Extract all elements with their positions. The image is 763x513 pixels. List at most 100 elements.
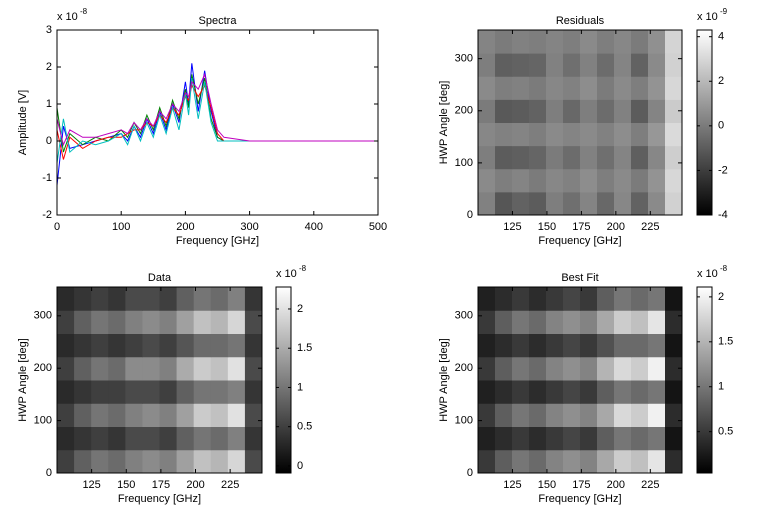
- x-axis-label: Frequency [GHz]: [538, 493, 621, 505]
- heat-cell: [631, 168, 649, 193]
- heat-cell: [159, 287, 178, 311]
- heat-cell: [563, 191, 581, 216]
- heat-cell: [57, 310, 75, 334]
- heat-cell: [57, 449, 75, 474]
- heat-cell: [563, 145, 581, 170]
- colorbar-tick-label: 1.5: [297, 342, 312, 354]
- heat-cell: [529, 99, 547, 123]
- colorbar: [696, 29, 713, 216]
- heat-cell: [648, 449, 666, 474]
- heat-cell: [176, 426, 195, 451]
- heat-cell: [512, 76, 530, 100]
- heat-cell: [665, 310, 683, 334]
- heat-cell: [614, 333, 632, 358]
- x-tick-label: 100: [112, 221, 130, 233]
- x-tick-label: 125: [503, 221, 521, 233]
- heat-cell: [512, 426, 530, 451]
- heat-cell: [512, 191, 530, 216]
- heat-cell: [74, 356, 92, 381]
- heat-cell: [495, 122, 513, 147]
- y-tick-label: -1: [42, 172, 52, 184]
- heat-cell: [529, 426, 547, 451]
- heat-cell: [563, 30, 581, 54]
- heat-cell: [546, 53, 564, 77]
- heat-cell: [91, 426, 109, 451]
- heat-cell: [91, 356, 109, 381]
- y-tick-label: 300: [34, 310, 52, 322]
- heat-cell: [614, 168, 632, 193]
- heat-cell: [478, 333, 496, 358]
- heat-cell: [478, 53, 496, 77]
- heat-cell: [631, 449, 649, 474]
- heat-cell: [91, 449, 109, 474]
- heat-cell: [478, 287, 496, 311]
- heat-cell: [580, 191, 598, 216]
- heat-cell: [512, 403, 530, 427]
- heat-cell: [546, 356, 564, 381]
- heat-cell: [125, 380, 143, 404]
- x-tick-label: 200: [176, 221, 194, 233]
- y-tick-label: 100: [455, 415, 473, 427]
- heat-cell: [210, 356, 229, 381]
- heat-cell: [546, 145, 564, 170]
- x-tick-label: 175: [572, 221, 590, 233]
- heat-cell: [108, 380, 126, 404]
- heat-cell: [546, 191, 564, 216]
- series-line: [57, 72, 378, 147]
- heat-cell: [563, 333, 581, 358]
- heat-cell: [546, 99, 564, 123]
- heat-cell: [580, 99, 598, 123]
- colorbar-tick-label: 0.5: [718, 426, 733, 438]
- heat-cell: [529, 356, 547, 381]
- heat-cell: [648, 356, 666, 381]
- heat-cell: [227, 333, 246, 358]
- heat-cell: [142, 333, 160, 358]
- x-axis-label: Frequency [GHz]: [538, 235, 621, 247]
- heat-cell: [512, 287, 530, 311]
- exponent-base: x 10: [697, 11, 718, 23]
- y-tick-label: 100: [34, 415, 52, 427]
- heat-cell: [597, 145, 615, 170]
- heat-cell: [614, 99, 632, 123]
- heat-cell: [193, 426, 212, 451]
- heat-cell: [529, 310, 547, 334]
- heat-cell: [529, 287, 547, 311]
- heat-cell: [244, 310, 263, 334]
- heat-cell: [546, 287, 564, 311]
- heat-cell: [597, 333, 615, 358]
- heat-cell: [665, 53, 683, 77]
- heat-cell: [546, 333, 564, 358]
- exponent-base: x 10: [276, 268, 297, 280]
- heat-cell: [648, 53, 666, 77]
- heat-cell: [244, 449, 263, 474]
- heat-cell: [74, 380, 92, 404]
- heat-cell: [529, 53, 547, 77]
- heat-cell: [142, 449, 160, 474]
- heat-cell: [665, 287, 683, 311]
- heat-cell: [125, 310, 143, 334]
- heat-cell: [495, 168, 513, 193]
- y-tick-label: 0: [467, 209, 473, 221]
- y-tick-label: 2: [46, 61, 52, 73]
- heat-cell: [631, 99, 649, 123]
- colorbar-tick-label: 2: [297, 303, 303, 315]
- heat-cell: [176, 287, 195, 311]
- x-tick-label: 225: [221, 479, 239, 491]
- y-tick-label: 100: [455, 157, 473, 169]
- heat-cell: [210, 403, 229, 427]
- heat-cell: [597, 76, 615, 100]
- heat-cell: [512, 53, 530, 77]
- heat-cell: [512, 380, 530, 404]
- heat-cell: [563, 449, 581, 474]
- heat-cell: [648, 310, 666, 334]
- heat-cell: [478, 403, 496, 427]
- heat-cell: [648, 191, 666, 216]
- heat-cell: [614, 426, 632, 451]
- colorbar-tick-label: -2: [718, 164, 728, 176]
- heat-cell: [159, 310, 178, 334]
- x-tick-label: 400: [305, 221, 323, 233]
- heat-cell: [665, 99, 683, 123]
- heat-cell: [193, 403, 212, 427]
- heat-cell: [74, 333, 92, 358]
- heat-cell: [244, 426, 263, 451]
